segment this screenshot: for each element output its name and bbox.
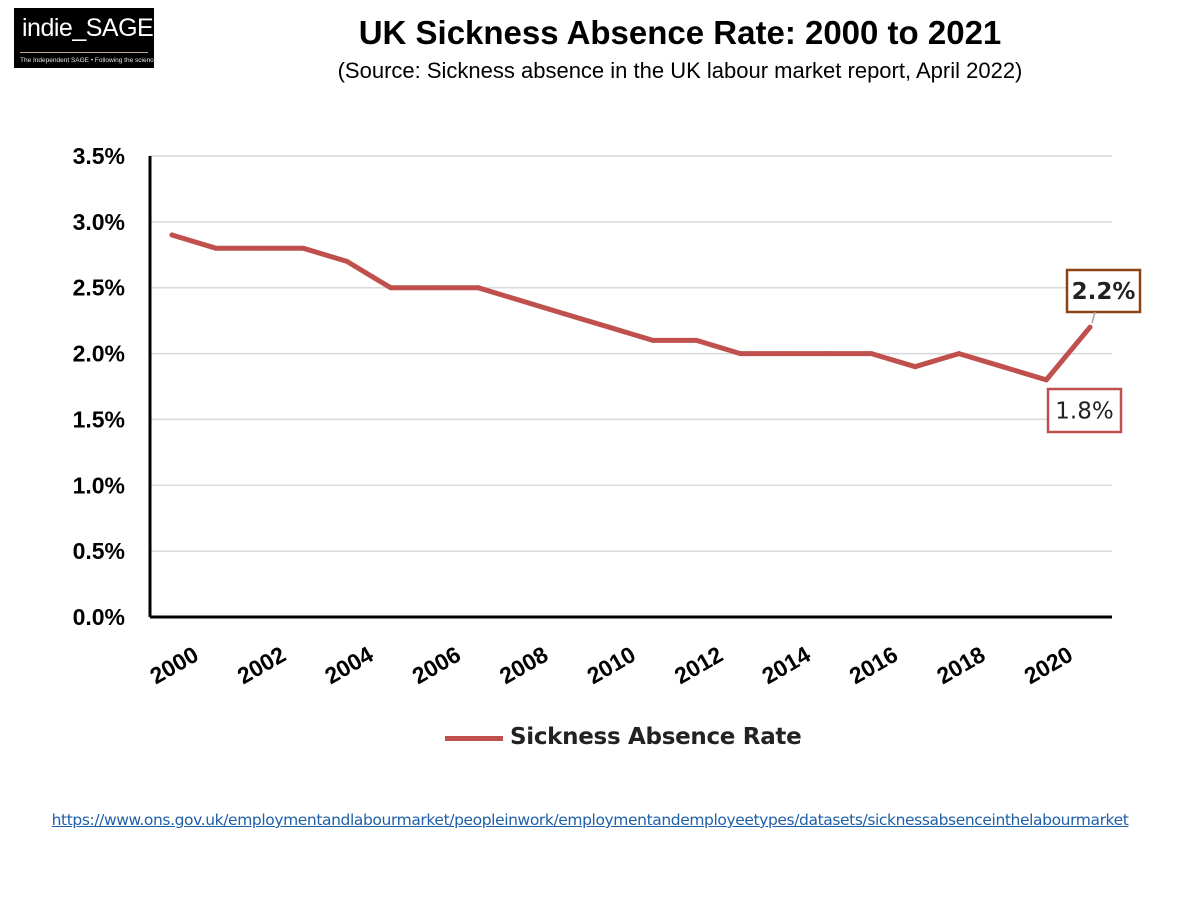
logo-divider xyxy=(20,52,148,53)
data-point xyxy=(300,245,306,251)
y-tick-label: 0.5% xyxy=(73,538,125,564)
data-point xyxy=(956,351,962,357)
data-point xyxy=(825,351,831,357)
x-tick-label: 2010 xyxy=(582,641,639,689)
y-tick-label: 1.5% xyxy=(73,406,125,432)
data-label-leader xyxy=(1091,311,1096,324)
y-tick-label: 3.5% xyxy=(73,143,125,169)
x-tick-label: 2008 xyxy=(495,641,552,689)
y-tick-label: 0.0% xyxy=(73,604,125,630)
data-point xyxy=(737,351,743,357)
data-label-box xyxy=(1065,268,1142,314)
data-point xyxy=(912,364,918,370)
data-point xyxy=(431,285,437,291)
x-tick-label: 2000 xyxy=(145,641,202,689)
series-line xyxy=(169,232,1093,383)
data-point xyxy=(169,232,175,238)
data-label: 1.8% xyxy=(1055,399,1113,425)
data-point xyxy=(562,311,568,317)
data-point xyxy=(344,258,350,264)
x-tick-label: 2020 xyxy=(1020,641,1077,689)
y-tick-label: 2.5% xyxy=(73,275,125,301)
data-point xyxy=(650,337,656,343)
data-point xyxy=(256,245,262,251)
data-point xyxy=(606,324,612,330)
data-point xyxy=(694,337,700,343)
data-point xyxy=(213,245,219,251)
logo-name: indie_SAGE xyxy=(22,14,154,42)
x-tick-label: 2004 xyxy=(320,641,377,689)
logo-tagline: The Independent SAGE • Following the sci… xyxy=(20,57,158,64)
data-point xyxy=(388,285,394,291)
data-point xyxy=(868,351,874,357)
data-point xyxy=(475,285,481,291)
x-tick-label: 2014 xyxy=(757,641,814,689)
y-tick-label: 1.0% xyxy=(73,472,125,498)
x-tick-label: 2012 xyxy=(670,641,727,689)
data-point xyxy=(781,351,787,357)
legend-swatch xyxy=(445,736,503,741)
x-tick-label: 2018 xyxy=(932,641,989,689)
y-tick-label: 2.0% xyxy=(73,341,125,367)
data-point xyxy=(1087,324,1093,330)
x-tick-label: 2016 xyxy=(845,641,902,689)
chart-title: UK Sickness Absence Rate: 2000 to 2021 xyxy=(358,14,1002,51)
data-point xyxy=(519,298,525,304)
x-tick-label: 2006 xyxy=(408,641,465,689)
data-point xyxy=(1000,364,1006,370)
data-label: 2.2% xyxy=(1072,279,1136,305)
source-link[interactable]: https://www.ons.gov.uk/employmentandlabo… xyxy=(51,811,1129,829)
data-label-box xyxy=(1046,387,1123,434)
chart-subtitle: (Source: Sickness absence in the UK labo… xyxy=(337,58,1023,83)
indie-sage-logo: indie_SAGE The Independent SAGE • Follow… xyxy=(14,8,158,68)
y-tick-label: 3.0% xyxy=(73,209,125,235)
x-tick-label: 2002 xyxy=(233,641,290,689)
legend-label: Sickness Absence Rate xyxy=(510,724,802,750)
data-point xyxy=(1043,377,1049,383)
